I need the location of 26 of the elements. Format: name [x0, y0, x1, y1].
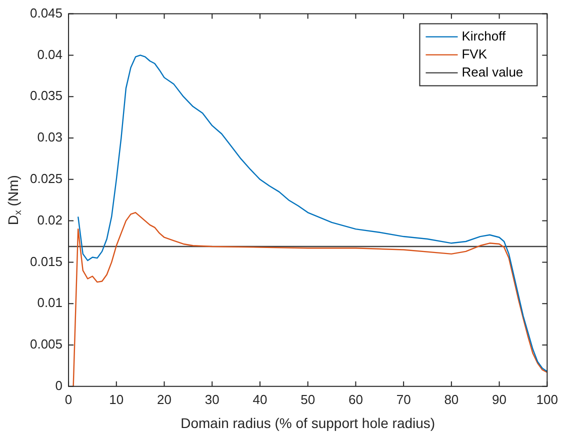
y-tick-label: 0.015: [30, 254, 63, 269]
x-tick-label: 90: [492, 392, 507, 407]
legend-label: Real value: [462, 64, 524, 80]
x-tick-label: 100: [536, 392, 558, 407]
x-tick-label: 20: [157, 392, 172, 407]
x-tick-label: 60: [348, 392, 363, 407]
y-tick-label: 0.045: [30, 5, 63, 20]
x-tick-label: 40: [252, 392, 268, 407]
x-tick-label: 50: [300, 392, 316, 407]
y-tick-label: 0.03: [37, 130, 63, 145]
legend-label: Kirchoff: [462, 28, 506, 44]
x-tick-label: 10: [109, 392, 124, 407]
y-tick-label: 0.01: [37, 295, 63, 310]
y-tick-label: 0: [55, 378, 63, 393]
y-tick-label: 0.025: [30, 170, 63, 186]
x-tick-label: 30: [204, 392, 220, 407]
y-tick-label: 0.04: [37, 46, 63, 62]
legend-label: FVK: [462, 46, 488, 62]
x-tick-label: 0: [64, 392, 72, 407]
y-tick-label: 0.035: [30, 88, 63, 104]
y-tick-label: 0.005: [30, 336, 63, 352]
y-tick-label: 0.02: [37, 212, 63, 228]
y-axis-title: Dx (Nm): [4, 175, 24, 226]
x-tick-label: 70: [396, 392, 411, 407]
x-tick-label: 80: [444, 392, 459, 407]
x-axis-title: Domain radius (% of support hole radius): [180, 414, 436, 431]
